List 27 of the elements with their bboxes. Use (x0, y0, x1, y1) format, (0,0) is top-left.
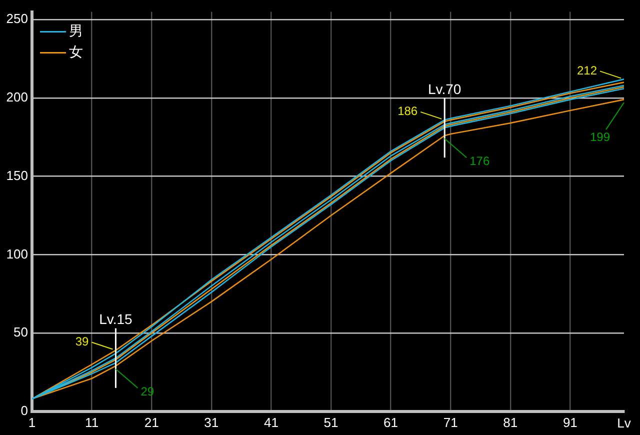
y-tick-label: 200 (6, 90, 28, 105)
annotation: 176 (470, 154, 490, 168)
x-tick-label: 31 (204, 414, 219, 430)
y-tick-label: 250 (6, 11, 28, 26)
x-tick-label: 21 (144, 414, 159, 430)
y-tick-label: 150 (6, 168, 28, 183)
annotation: 186 (398, 104, 418, 118)
x-tick-label: 11 (85, 414, 99, 430)
x-tick-label: 41 (264, 414, 278, 430)
x-tick-label: 1 (28, 414, 36, 430)
legend-label: 女 (69, 44, 83, 60)
annotation: 199 (590, 130, 610, 144)
y-tick-label: 100 (6, 246, 28, 262)
x-tick-label: 71 (443, 414, 458, 430)
annotation: 39 (75, 334, 90, 349)
y-tick-label: 0 (20, 402, 28, 418)
x-tick-label: 91 (562, 414, 578, 430)
x-axis-title: Lv (617, 415, 632, 430)
x-tick-label: 61 (384, 414, 398, 430)
annotation: 212 (576, 63, 598, 78)
ref-line-label: Lv.70 (428, 80, 462, 97)
x-tick-label: 81 (503, 414, 518, 430)
y-tick-label: 50 (14, 324, 28, 340)
legend-label: 男 (69, 22, 83, 39)
annotation: 29 (140, 384, 154, 398)
x-tick-label: 51 (324, 414, 338, 430)
ref-line-label: Lv.15 (99, 311, 133, 328)
